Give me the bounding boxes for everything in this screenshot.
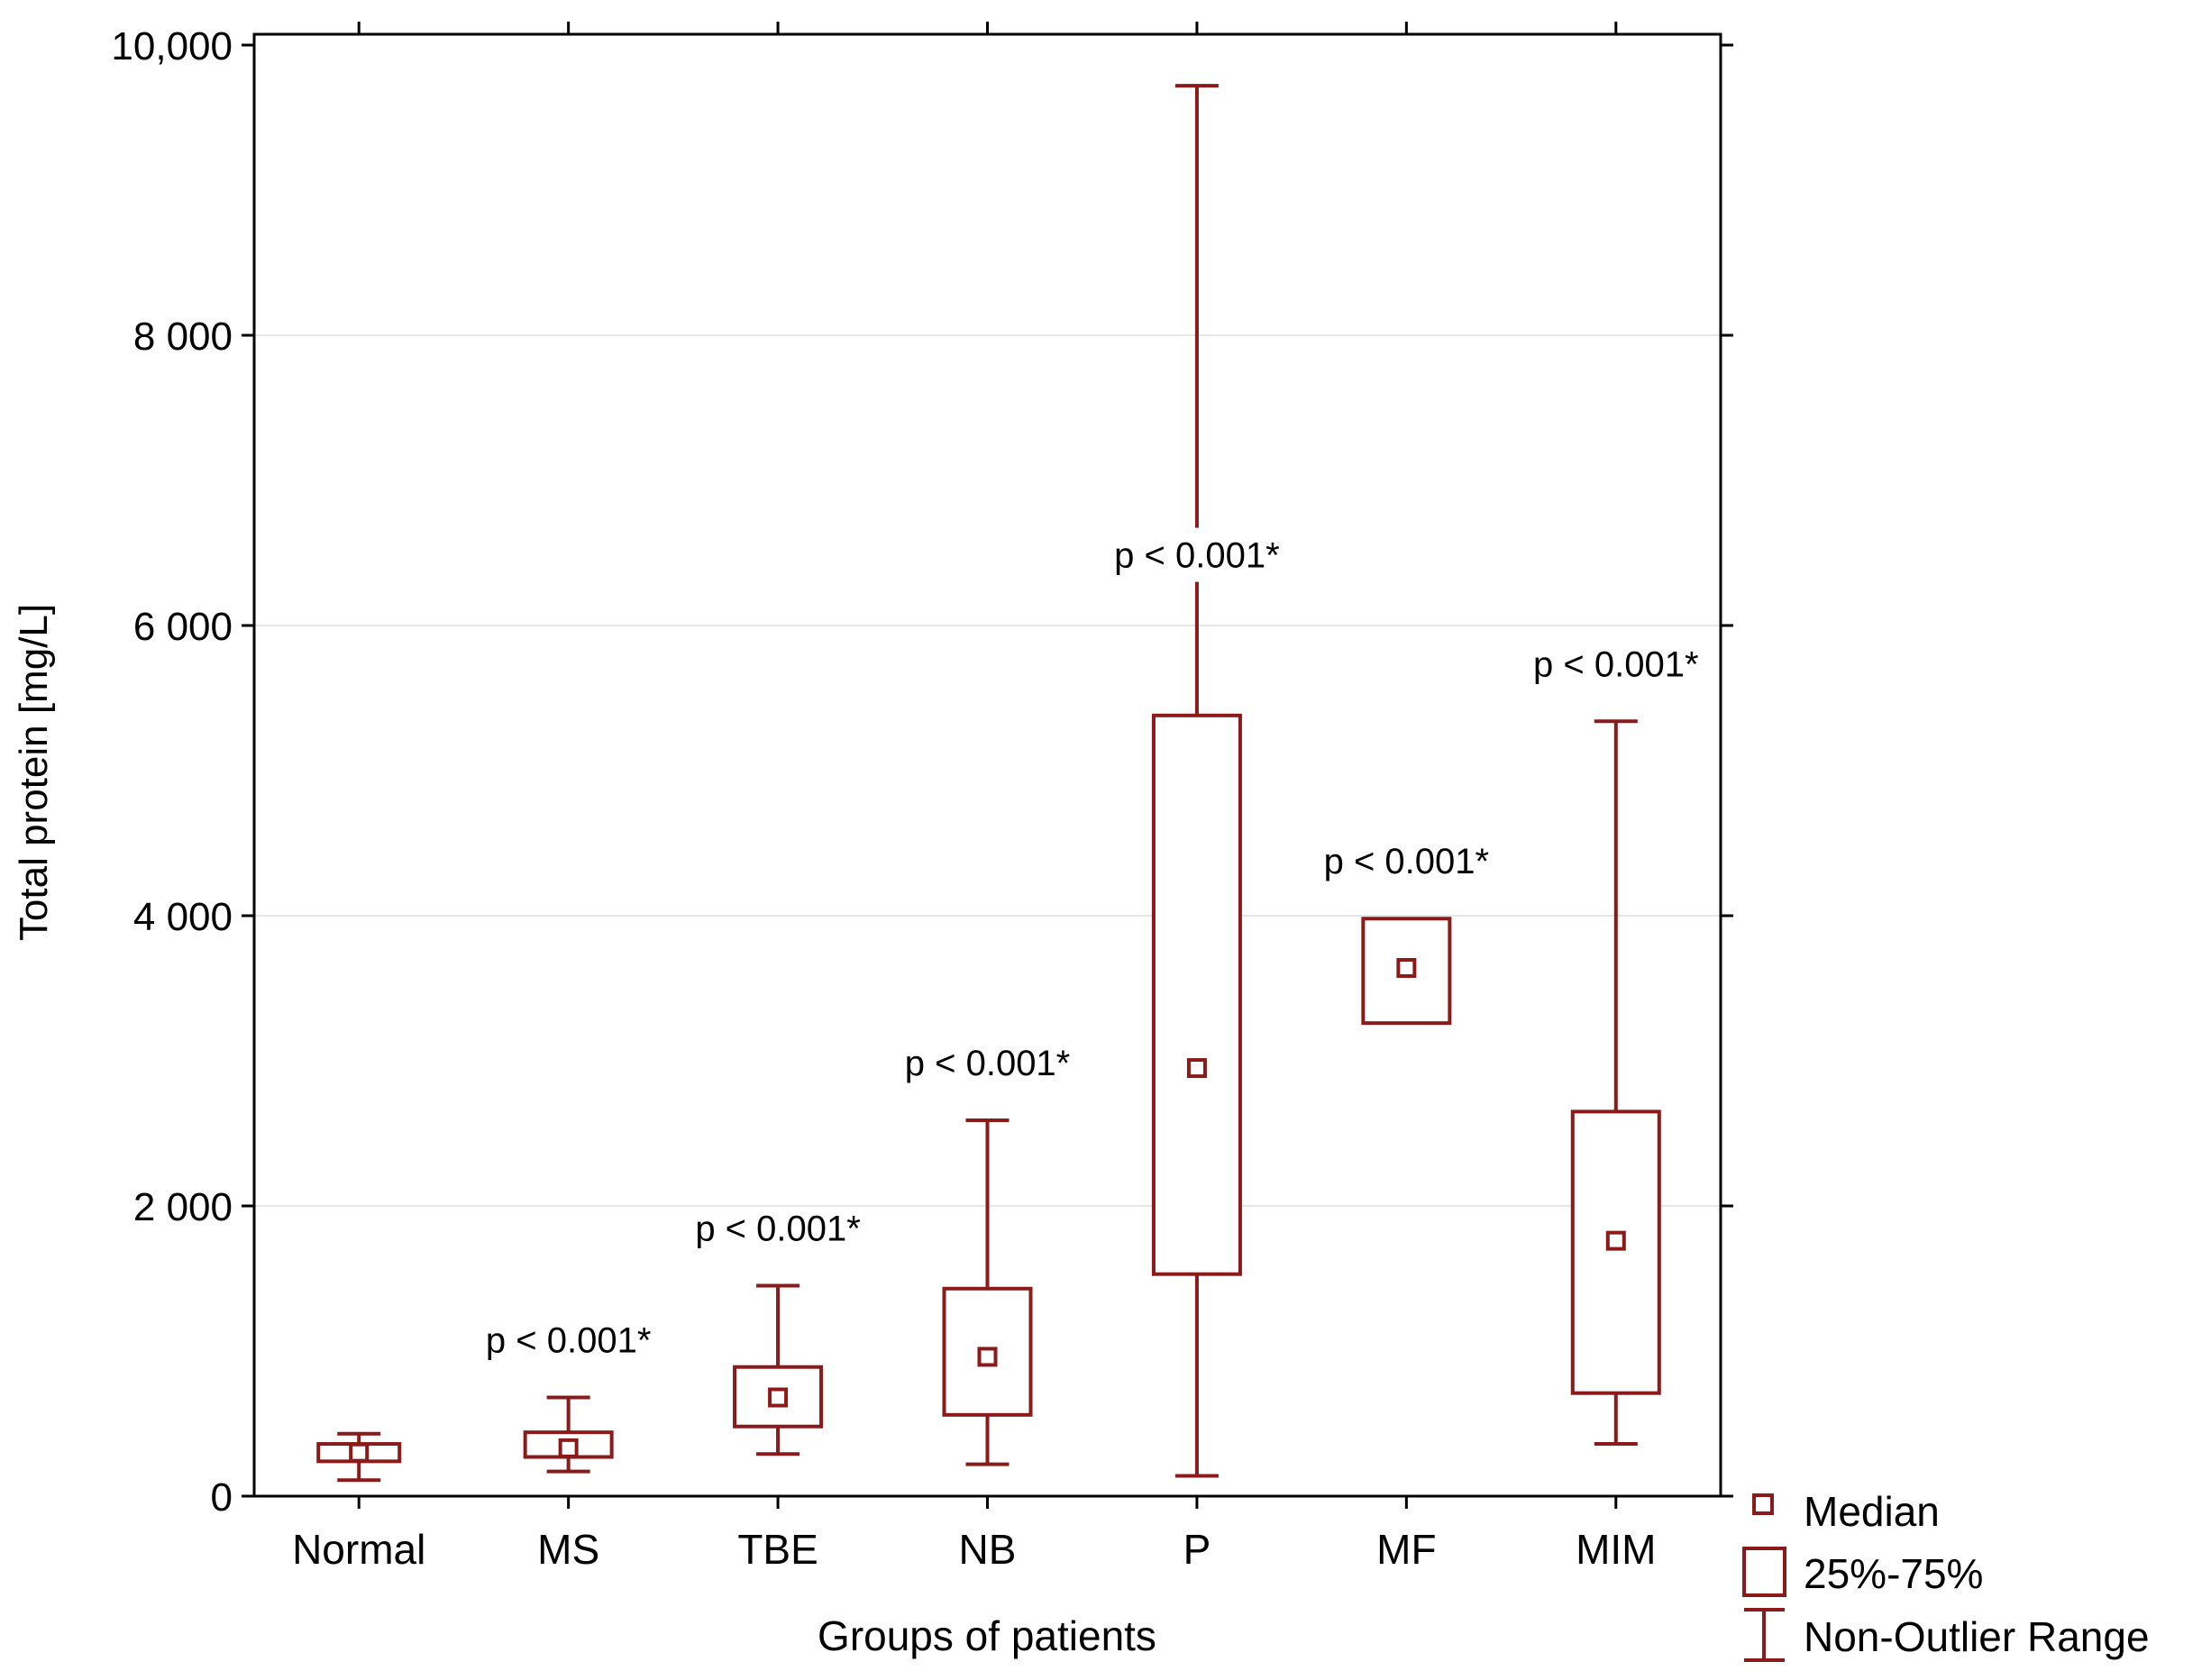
y-tick-label: 2 000 (133, 1185, 233, 1229)
y-axis-label: Total protein [mg/L] (12, 604, 56, 941)
legend-range-label: Non-Outlier Range (1804, 1613, 2150, 1660)
p-value-label: p < 0.001* (905, 1044, 1071, 1083)
x-axis: Normal MS TBE NB P MF MIM (292, 22, 1656, 1573)
median-marker (1605, 1230, 1626, 1251)
box-normal (316, 1431, 402, 1483)
iqr-box (1570, 1109, 1661, 1395)
median-marker (977, 1347, 998, 1367)
x-tick-label: NB (959, 1526, 1017, 1573)
median-marker (1396, 957, 1417, 978)
legend-range-whisker (1744, 1608, 1785, 1662)
box-p (1151, 84, 1242, 1478)
box-nb (942, 1118, 1033, 1466)
p-value-label: p < 0.001* (486, 1321, 652, 1361)
y-tick-label: 6 000 (133, 605, 233, 649)
legend-median-label: Median (1804, 1488, 1940, 1535)
x-axis-label: Groups of patients (818, 1612, 1156, 1659)
x-tick-label: P (1183, 1526, 1211, 1573)
y-tick-label: 4 000 (133, 895, 233, 939)
legend-iqr-label: 25%-75% (1804, 1550, 1983, 1597)
legend: Median 25%-75% Non-Outlier Range (1742, 1488, 2150, 1662)
p-value-label: p < 0.001* (695, 1210, 861, 1249)
p-value-label: p < 0.001* (1324, 842, 1490, 881)
y-axis: 0 2 000 4 000 6 000 8 000 10,000 (111, 24, 1733, 1520)
annotation-background (1092, 527, 1301, 582)
box-tbe (733, 1283, 824, 1456)
box-mim (1570, 719, 1661, 1447)
median-marker (1186, 1058, 1207, 1079)
median-marker (768, 1387, 789, 1408)
iqr-box (1361, 917, 1452, 1026)
x-tick-label: Normal (292, 1526, 425, 1573)
x-tick-label: MIM (1576, 1526, 1656, 1573)
box-ms (523, 1395, 614, 1474)
x-tick-label: MS (537, 1526, 599, 1573)
legend-item-median: Median (1752, 1488, 1940, 1535)
median-marker (558, 1438, 579, 1458)
y-tick-label: 0 (211, 1475, 233, 1520)
legend-item-range: Non-Outlier Range (1744, 1608, 2150, 1662)
x-tick-label: TBE (737, 1526, 818, 1573)
p-value-annotations: p < 0.001* p < 0.001* p < 0.001* p < 0.001*… (486, 527, 1699, 1361)
box-series (316, 84, 1661, 1483)
box-mf (1361, 917, 1452, 1026)
p-value-label: p < 0.001* (1533, 644, 1699, 684)
iqr-box (1151, 713, 1242, 1276)
p-value-label: p < 0.001* (1114, 536, 1280, 576)
x-tick-label: MF (1376, 1526, 1436, 1573)
legend-item-iqr: 25%-75% (1742, 1547, 1983, 1597)
y-tick-label: 8 000 (133, 315, 233, 359)
legend-median-marker (1752, 1493, 1774, 1515)
legend-iqr-box (1742, 1547, 1786, 1597)
y-tick-label: 10,000 (111, 24, 233, 68)
median-marker (349, 1442, 370, 1463)
